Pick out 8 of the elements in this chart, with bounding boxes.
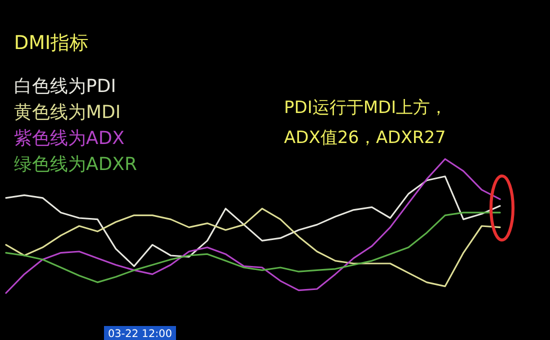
- text: ADX值26，ADXR27: [284, 128, 446, 148]
- text: 白色线为PDI: [14, 76, 116, 97]
- text: 03-22 12:00: [108, 328, 172, 340]
- text: PDI运行于MDI上方，: [284, 98, 448, 118]
- text: 黄色线为MDI: [14, 102, 121, 123]
- chart-title: DMI指标: [14, 32, 89, 54]
- text: 紫色线为ADX: [14, 128, 125, 149]
- text: 绿色线为ADXR: [14, 154, 138, 175]
